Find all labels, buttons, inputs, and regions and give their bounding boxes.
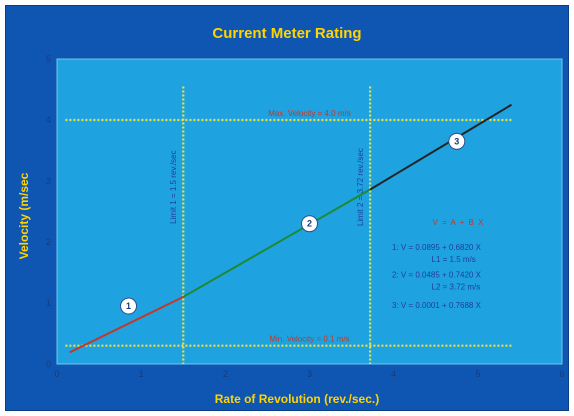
equation-line: L2 = 3.72 m/s	[432, 283, 481, 292]
y-tick-label: 3	[46, 176, 51, 186]
x-tick-label: 3	[307, 369, 312, 379]
equation-line: L1 = 1.5 m/s	[432, 255, 476, 264]
y-tick-label: 1	[46, 298, 51, 308]
x-tick-label: 1	[139, 369, 144, 379]
plot-area	[56, 58, 563, 365]
segment-marker	[120, 297, 138, 315]
x-tick-label: 6	[559, 369, 564, 379]
chart-title: Current Meter Rating	[212, 25, 361, 42]
y-tick-label: 4	[46, 115, 51, 125]
rating-line-segment-2	[182, 188, 371, 298]
chart: Current Meter Rating Max. Velocity = 4.0…	[17, 25, 565, 406]
x-tick-label: 4	[391, 369, 396, 379]
equation-line: 1: V = 0.0895 + 0.6820 X	[392, 243, 482, 252]
y-tick-label: 2	[46, 237, 51, 247]
x-tick-label: 2	[223, 369, 228, 379]
x-tick-label: 5	[475, 369, 480, 379]
reference-line-label: Limit 1 = 1.5 rev./sec	[169, 150, 178, 223]
reference-line-label: Limit 2 = 3.72 rev./sec	[356, 148, 365, 226]
segment-marker-label: 2	[307, 219, 312, 229]
chart-frame: Current Meter Rating Max. Velocity = 4.0…	[5, 5, 569, 411]
rating-line-segment-3	[369, 103, 513, 191]
segment-marker	[448, 132, 466, 150]
x-axis-label: Rate of Revolution (rev./sec.)	[215, 392, 379, 406]
equation-header: V = A + B X	[433, 218, 485, 227]
reference-line-label: Max. Velocity = 4.0 m/s	[268, 109, 350, 118]
y-tick-label: 0	[46, 359, 51, 369]
equation-line: 2: V = 0.0485 + 0.7420 X	[392, 270, 482, 279]
y-axis-label: Velocity (m/sec	[17, 172, 31, 259]
rating-line-segment-1	[69, 296, 184, 354]
y-tick-label: 5	[46, 54, 51, 64]
segment-marker-label: 1	[126, 301, 131, 311]
equation-line: 3: V = 0.0001 + 0.7688 X	[392, 301, 482, 310]
x-tick-label: 0	[54, 369, 59, 379]
segment-marker	[301, 215, 318, 233]
segment-marker-label: 3	[454, 136, 459, 146]
reference-line-label: Min. Velocity = 0.1 m/s	[269, 335, 349, 344]
